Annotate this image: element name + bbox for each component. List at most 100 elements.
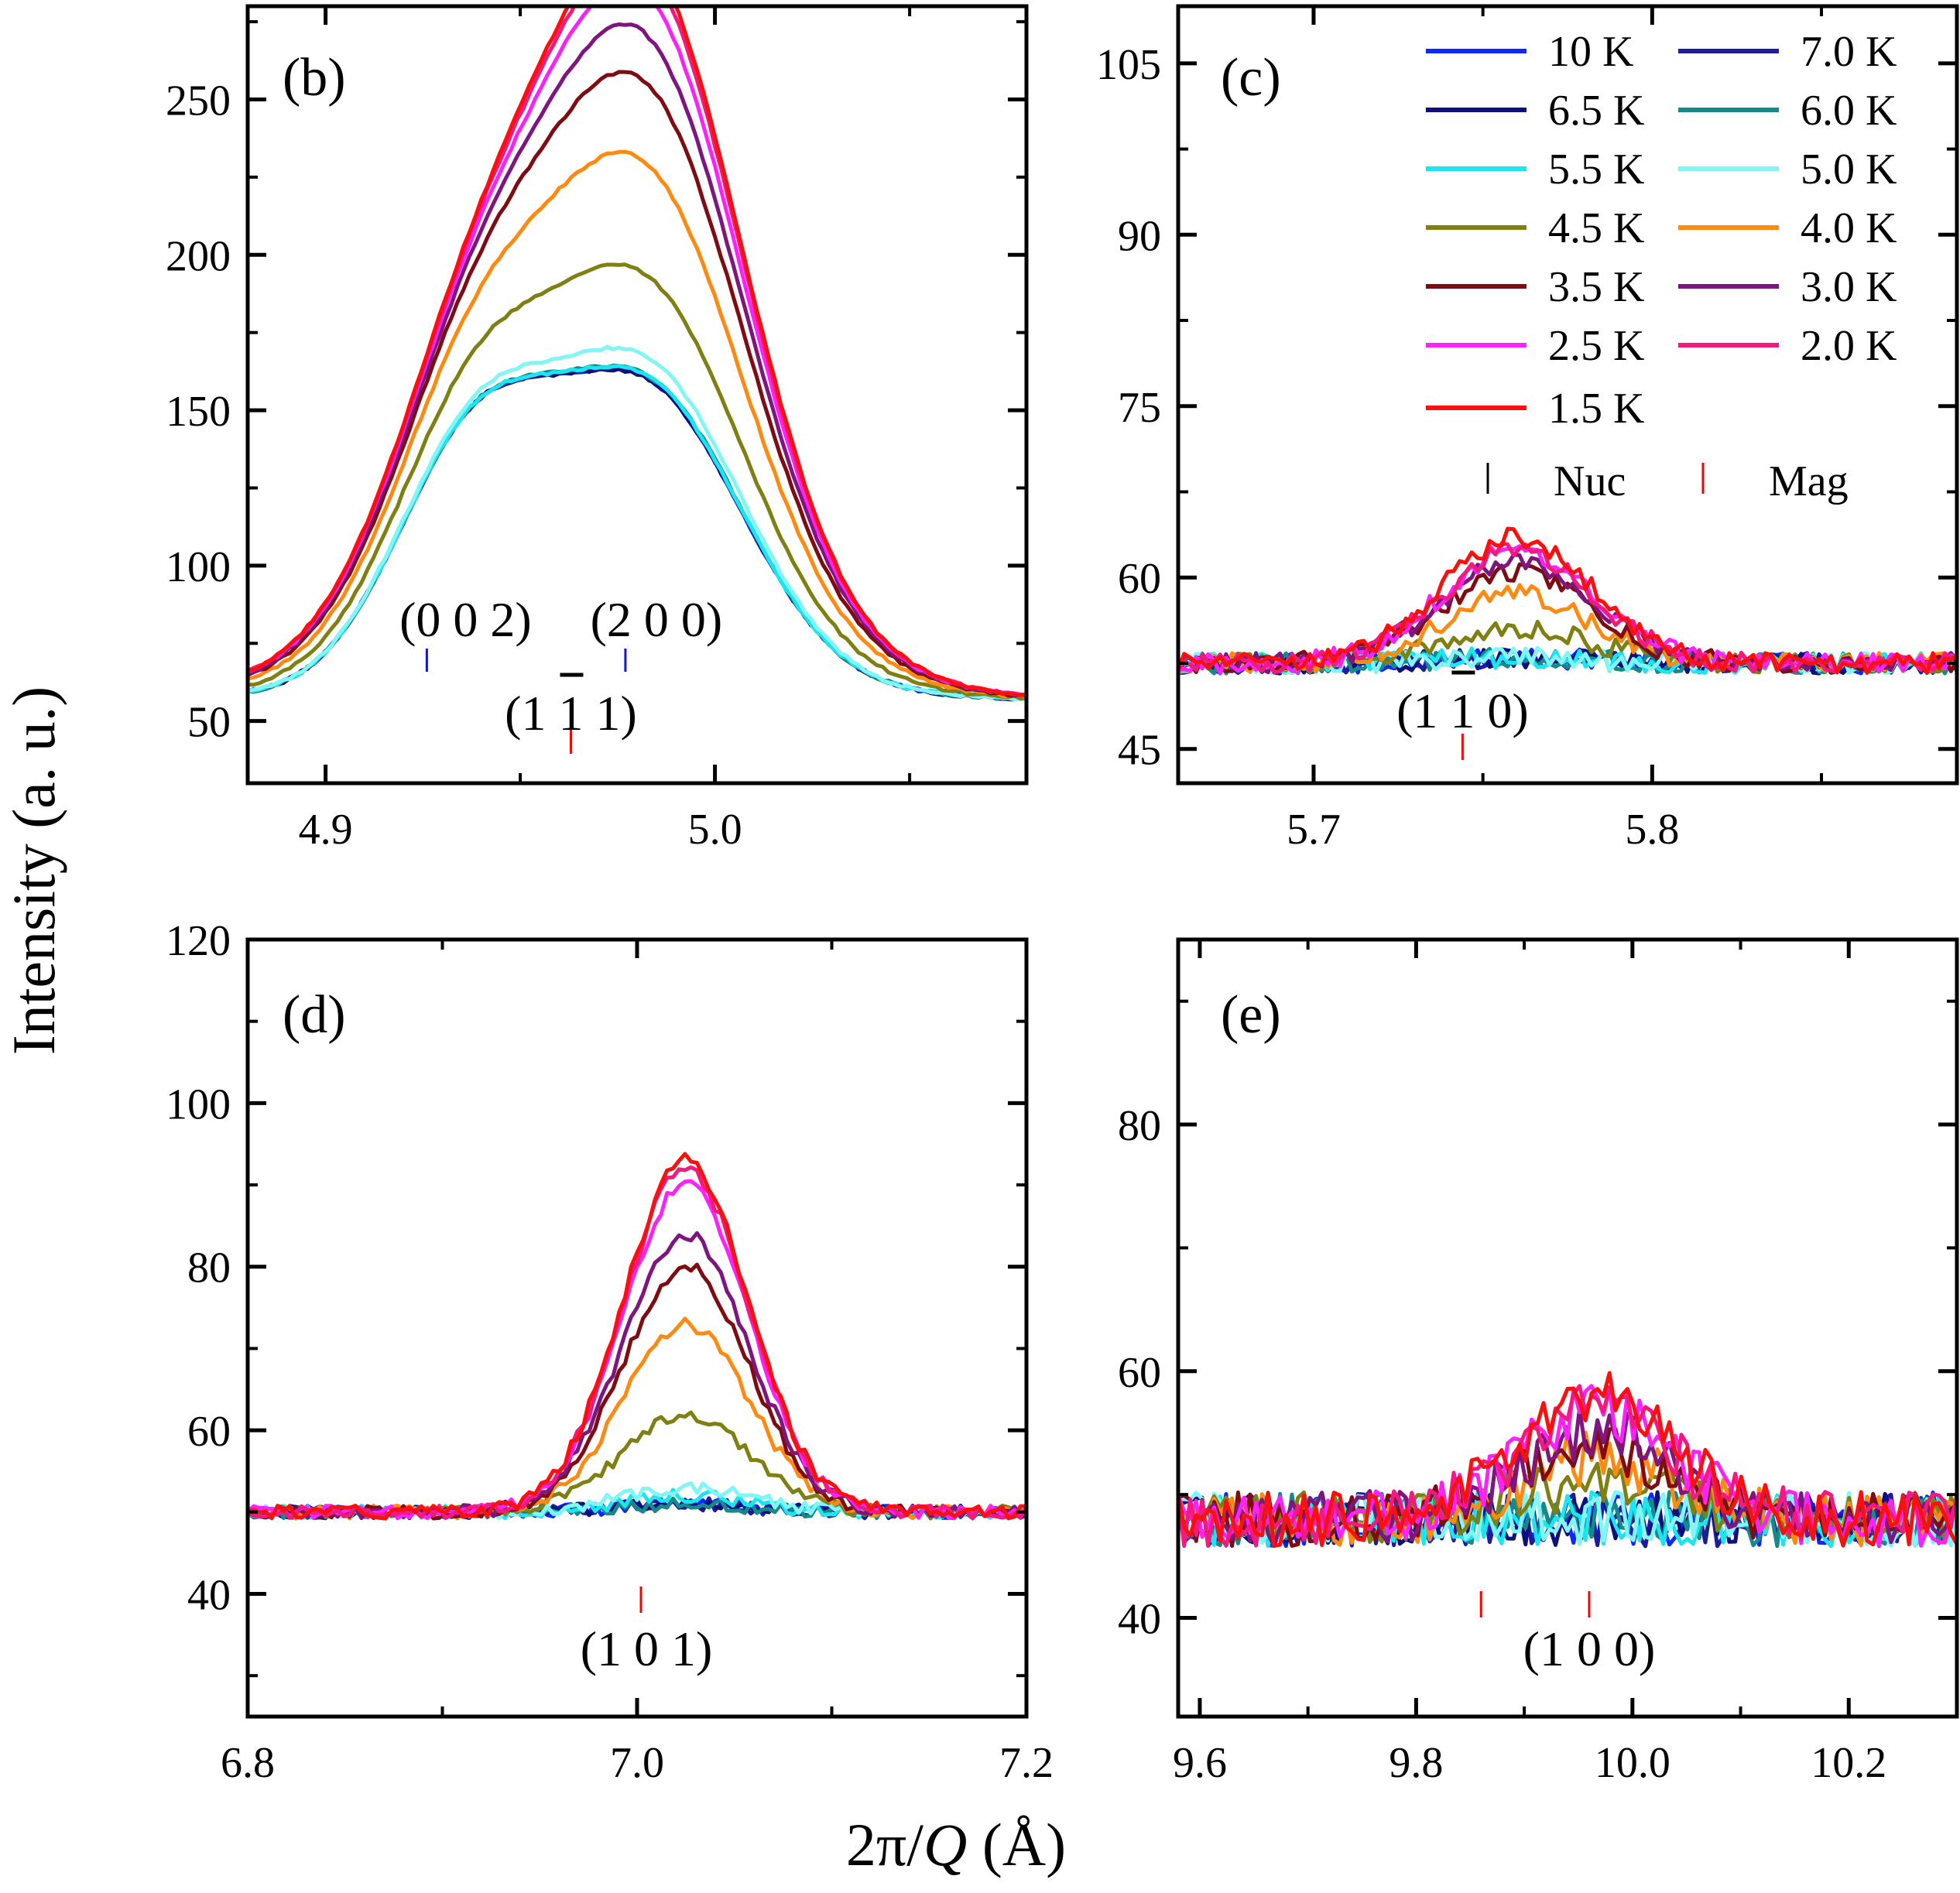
hkl-label: (2 0 0) — [591, 592, 723, 647]
panel-c: 5.7 5.8 45 60 75 90 105 (c) (1 1 0) — [1096, 4, 1959, 854]
x-tick-label: 4.9 — [299, 806, 353, 854]
hkl-label: (1 1 0) — [1396, 683, 1529, 738]
legend-label: 1.5 K — [1548, 385, 1644, 433]
series-group — [248, 6, 1026, 702]
y-tick-label: 40 — [187, 1571, 231, 1619]
plot-frame — [1176, 937, 1959, 1719]
series-line-1.5K — [248, 6, 1026, 697]
legend-entry: 4.0 K — [1678, 204, 1897, 252]
y-tick-label: 90 — [1118, 212, 1161, 260]
legend-entry: 6.0 K — [1678, 87, 1897, 135]
x-tick-label: 5.7 — [1287, 806, 1341, 854]
legend-label: 10 K — [1548, 28, 1633, 76]
x-axis-title-suffix: (Å) — [967, 1811, 1066, 1878]
x-tick-label: 7.2 — [999, 1739, 1054, 1787]
series-line-2.5K — [248, 1179, 1026, 1521]
series-group — [1178, 1371, 1957, 1549]
legend-label: 4.5 K — [1548, 204, 1644, 252]
legend-entry: 5.0 K — [1678, 145, 1897, 193]
y-tick-label: 105 — [1096, 41, 1161, 89]
x-axis-title: 2π/Q (Å) — [846, 1811, 1066, 1878]
series-line-4.0K — [248, 149, 1026, 699]
legend-marker-entry: Mag — [1701, 457, 1849, 505]
panel-label: (d) — [283, 985, 346, 1045]
hkl-label: (1 0 1) — [581, 1621, 713, 1676]
series-line-4.0K — [248, 1316, 1026, 1521]
panels: 4.9 5.0 50 100 150 200 250 (b) (0 0 2) (2 0 0) (1 … — [166, 4, 1959, 1787]
legend-entry: 5.5 K — [1426, 145, 1644, 193]
hkl-label: (1 0 0) — [1523, 1621, 1656, 1676]
series-line-3.0K — [248, 1231, 1026, 1521]
y-tick-label: 80 — [1118, 1102, 1161, 1150]
series-line-2.5K — [248, 6, 1026, 697]
series-group — [248, 1152, 1026, 1521]
series-line-1.5K — [1178, 526, 1957, 676]
series-group — [1178, 526, 1957, 676]
y-tick-label: 120 — [166, 917, 231, 965]
plot-frame — [1176, 4, 1959, 786]
legend-marker-label: Mag — [1769, 457, 1849, 505]
series-line-4.5K — [248, 262, 1026, 701]
legend-label: 6.0 K — [1801, 87, 1897, 135]
y-tick-label: 50 — [187, 699, 231, 747]
y-tick-label: 75 — [1118, 384, 1161, 432]
legend-marker-label: Nuc — [1554, 457, 1626, 505]
y-axis-title: Intensity (a. u.) — [0, 686, 67, 1056]
x-axis-title-prefix: 2π/ — [846, 1811, 923, 1878]
legend: 10 K 7.0 K 6.5 K 6.0 K 5.5 K 5.0 K 4.5 K 4.0 K 3… — [1426, 28, 1897, 505]
legend-marker-entry: Nuc — [1486, 457, 1626, 505]
series-line-2.0K — [248, 6, 1026, 697]
legend-entry: 2.0 K — [1678, 322, 1897, 370]
panel-label: (e) — [1221, 985, 1281, 1045]
series-line-2.5K — [1178, 544, 1957, 676]
panel-b: 4.9 5.0 50 100 150 200 250 (b) (0 0 2) (2 0 0) (1 … — [166, 4, 1029, 854]
legend-label: 3.0 K — [1801, 263, 1897, 311]
x-tick-label: 10.2 — [1811, 1739, 1886, 1787]
series-line-1.5K — [1178, 1371, 1957, 1548]
legend-label: 5.5 K — [1548, 145, 1644, 193]
y-tick-label: 60 — [1118, 555, 1161, 603]
series-line-1.5K — [248, 1152, 1026, 1521]
y-tick-label: 100 — [166, 1080, 231, 1128]
legend-entry: 10 K — [1426, 28, 1633, 76]
hkl-label: (1 1 1) — [505, 686, 637, 741]
y-tick-label: 100 — [166, 543, 231, 591]
series-line-5.0K — [248, 344, 1026, 702]
y-tick-label: 60 — [187, 1408, 231, 1456]
plot-frame — [245, 4, 1029, 786]
series-line-3.0K — [248, 22, 1026, 698]
plot-frame — [245, 937, 1029, 1719]
legend-label: 2.5 K — [1548, 322, 1644, 370]
series-line-3.5K — [248, 1262, 1026, 1521]
legend-label: 6.5 K — [1548, 87, 1644, 135]
panel-d: 6.8 7.0 7.2 40 60 80 100 120 (d) (1 0 1) — [166, 917, 1054, 1787]
series-line-2.0K — [1178, 541, 1957, 675]
x-tick-label: 5.8 — [1625, 806, 1679, 854]
hkl-label: (0 0 2) — [399, 592, 532, 647]
legend-entry: 3.5 K — [1426, 263, 1644, 311]
y-tick-label: 200 — [166, 232, 231, 280]
x-tick-label: 6.8 — [221, 1739, 275, 1787]
series-line-3.5K — [248, 70, 1026, 698]
legend-entry: 4.5 K — [1426, 204, 1644, 252]
legend-entry: 2.5 K — [1426, 322, 1644, 370]
y-tick-label: 250 — [166, 77, 231, 125]
panel-label: (c) — [1221, 48, 1281, 108]
y-tick-label: 150 — [166, 388, 231, 436]
y-tick-label: 45 — [1118, 727, 1161, 775]
x-axis-title-variable: Q — [923, 1811, 967, 1878]
x-tick-label: 10.0 — [1595, 1739, 1670, 1787]
series-line-2.0K — [248, 1165, 1026, 1521]
x-tick-label: 9.6 — [1173, 1739, 1227, 1787]
legend-entry: 3.0 K — [1678, 263, 1897, 311]
x-tick-label: 7.0 — [610, 1739, 664, 1787]
x-tick-label: 5.0 — [688, 806, 742, 854]
legend-label: 2.0 K — [1801, 322, 1897, 370]
y-tick-label: 80 — [187, 1244, 231, 1292]
y-tick-label: 40 — [1118, 1596, 1161, 1644]
y-tick-label: 60 — [1118, 1349, 1161, 1397]
legend-label: 4.0 K — [1801, 204, 1897, 252]
x-tick-label: 9.8 — [1389, 1739, 1443, 1787]
legend-label: 7.0 K — [1801, 28, 1897, 76]
